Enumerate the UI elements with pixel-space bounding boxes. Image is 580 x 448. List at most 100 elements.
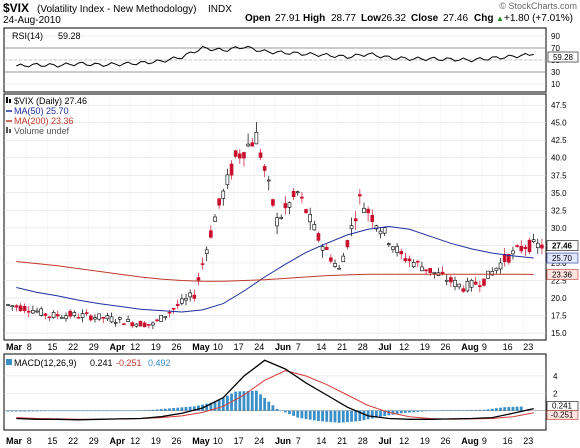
candle-body <box>188 292 192 298</box>
price-tick-label: 20.0 <box>551 294 567 303</box>
rsi-label: RSI(14) <box>12 31 43 41</box>
candle-body <box>494 267 499 271</box>
candle-body <box>101 316 106 319</box>
candle-body <box>89 315 93 321</box>
macd-histogram-bar <box>48 410 51 412</box>
x-axis-label: 21 <box>337 436 347 446</box>
macd-histogram-bar <box>64 410 68 412</box>
candle-body <box>304 209 308 214</box>
candle-body <box>39 308 43 316</box>
macd-histogram-bar <box>374 410 378 418</box>
macd-histogram-bar <box>511 406 515 411</box>
macd-histogram-bar <box>395 410 399 414</box>
x-axis-label: Mar <box>6 342 23 352</box>
macd-histogram-bar <box>209 402 213 411</box>
price-tick-label: 17.5 <box>551 312 567 321</box>
macd-value: 0.241 <box>90 358 113 368</box>
price-value-tag-text: 23.36 <box>552 270 573 279</box>
candle-body <box>341 255 346 263</box>
legend-entry: $VIX (Daily) 27.46 <box>14 96 87 106</box>
price-tick-label: 40.0 <box>551 154 567 163</box>
macd-histogram-bar <box>432 410 436 412</box>
price-value-tag-text: 25.70 <box>552 254 573 263</box>
macd-histogram-bar <box>449 410 453 411</box>
macd-histogram-bar <box>168 408 171 411</box>
x-axis-label: May <box>192 436 210 446</box>
candle-body <box>167 311 172 314</box>
candle-body <box>93 317 97 320</box>
x-axis-label: 14 <box>316 342 326 352</box>
macd-histogram-bar <box>321 410 324 422</box>
rsi-value-tag-text: 59.28 <box>553 53 574 62</box>
candle-body <box>238 153 242 159</box>
macd-histogram-bar <box>97 410 101 412</box>
macd-histogram-bar <box>10 410 14 412</box>
x-axis-label: 17 <box>234 342 244 352</box>
candle-body <box>444 279 449 282</box>
x-axis-label: 28 <box>358 436 368 446</box>
candle-body <box>387 243 391 245</box>
x-axis-label: 19 <box>420 436 430 446</box>
macd-histogram-bar <box>226 395 229 411</box>
macd-tick-label: 4 <box>553 372 558 381</box>
low-label: Low <box>361 13 381 24</box>
macd-histogram-bar <box>6 410 10 412</box>
candle-body <box>312 224 317 231</box>
ohlc-summary: Open 27.91 High 28.77 Low 26.32 Close 27… <box>245 13 573 24</box>
candle-body <box>411 261 416 267</box>
candle-body <box>246 143 250 147</box>
legend-entry: MA(200) 23.36 <box>14 116 74 126</box>
macd-histogram-bar <box>325 410 329 422</box>
macd-signal-tag-text: -0.251 <box>551 411 574 420</box>
candle-body <box>432 271 437 274</box>
candle-body <box>221 190 226 199</box>
macd-histogram-bar <box>283 410 287 413</box>
candle-body <box>26 310 31 313</box>
candle-body <box>151 322 155 326</box>
macd-histogram-bar <box>130 410 134 412</box>
candle-body <box>461 288 466 292</box>
candle-body <box>527 239 532 253</box>
candle-body <box>407 258 412 262</box>
x-axis-label: 8 <box>27 342 32 352</box>
macd-histogram-bar <box>192 406 196 411</box>
macd-histogram-bar <box>267 401 271 411</box>
price-tick-label: 42.5 <box>551 136 567 145</box>
macd-histogram-bar <box>19 410 22 412</box>
candle-body <box>171 308 176 310</box>
candle-body <box>540 244 544 249</box>
candle-body <box>465 281 470 292</box>
macd-histogram-bar <box>68 410 72 412</box>
candle-body <box>184 298 188 301</box>
macd-histogram-bar <box>474 409 478 411</box>
macd-histogram-bar <box>217 399 221 411</box>
x-axis-label: 12 <box>130 436 140 446</box>
macd-histogram-bar <box>221 397 225 411</box>
price-tick-label: 47.5 <box>551 101 567 110</box>
x-axis-label: 23 <box>523 342 533 352</box>
legend-entry: Volume undef <box>14 126 70 136</box>
macd-histogram-bar <box>163 408 167 411</box>
chg-arrow: ▲ <box>496 14 504 23</box>
candle-body <box>192 294 197 299</box>
rsi-gridlines <box>4 35 546 85</box>
x-axis-label: Apr <box>109 436 125 446</box>
macd-histogram-bar <box>387 410 391 416</box>
candle-body <box>382 227 387 234</box>
macd-histogram-bar <box>35 410 39 412</box>
macd-histogram-bar <box>370 410 374 419</box>
x-axis-middle: Mar 8 15 22 29 Apr 12 19 26 May 10 17 24 Jun 7 14 21 28 Ju… <box>6 342 533 352</box>
macd-histogram-bar <box>470 410 473 411</box>
candle-body <box>258 152 263 158</box>
macd-histogram-bar <box>52 410 55 412</box>
macd-histogram-bar <box>23 410 27 412</box>
macd-histogram-bar <box>329 410 333 423</box>
macd-histogram-bar <box>85 410 89 412</box>
price-tick-label: 45.0 <box>551 119 567 128</box>
candle-body <box>349 225 354 230</box>
close-label: Close <box>411 13 439 24</box>
macd-histogram-bar <box>93 410 97 412</box>
x-axis-label: 24 <box>254 342 264 352</box>
macd-histogram-bar <box>176 407 180 411</box>
low-value: 26.32 <box>381 13 406 24</box>
